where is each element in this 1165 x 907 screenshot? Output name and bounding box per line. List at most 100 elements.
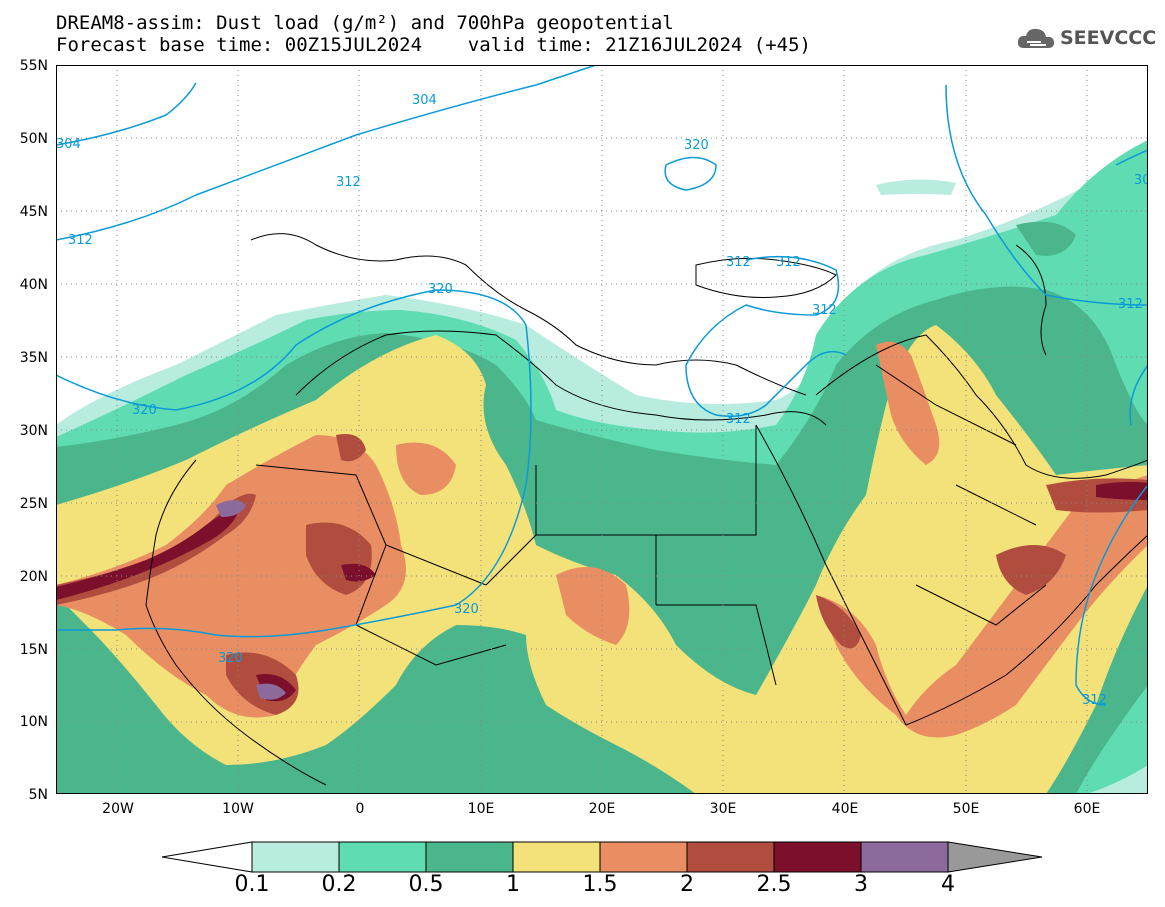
lat-label: 50N: [19, 131, 48, 147]
seevccc-logo: SEEVCCC: [1016, 24, 1156, 52]
cloud-icon: [1017, 28, 1054, 48]
contour-label: 312: [726, 412, 751, 427]
colorbar-swatch-1.5: [599, 841, 688, 873]
contour-312: [56, 65, 597, 241]
lat-label: 40N: [19, 277, 48, 293]
colorbar-label: 3: [854, 872, 868, 897]
contour-label: 320: [684, 138, 709, 153]
colorbar: [161, 841, 1043, 873]
dust-level-2.5-area: [1096, 481, 1148, 500]
contour-label: 312: [336, 175, 361, 190]
lon-label: 60E: [1073, 801, 1101, 817]
coastline-north-africa: [295, 330, 827, 426]
lon-label: 10W: [222, 801, 254, 817]
colorbar-swatch-0.1: [251, 841, 340, 873]
contour-label: 312: [812, 303, 837, 318]
dust-level-3-area: [216, 500, 246, 517]
dust-level-2-area: [816, 595, 861, 649]
coastline-black-sea: [695, 257, 837, 298]
lat-label: 20N: [19, 569, 48, 585]
coastline-red-sea: [755, 424, 907, 726]
geopotential-contours: [56, 65, 1148, 706]
dust-level-0.1-area: [876, 179, 956, 195]
contour-320-carpathians: [664, 156, 717, 191]
lon-label: 50E: [952, 801, 980, 817]
dust-level-3-area: [256, 683, 286, 700]
colorbar-swatch-2.5: [773, 841, 862, 873]
colorbar-over-arrow: [947, 841, 1043, 873]
lat-label: 25N: [19, 496, 48, 512]
colorbar-label: 1.5: [582, 872, 618, 897]
contour-label: 312: [776, 255, 801, 270]
contour-label: 312: [68, 233, 93, 248]
contour-304: [56, 82, 197, 146]
coastline-west-africa: [145, 459, 327, 786]
contour-label: 304: [56, 137, 81, 152]
contour-label: 304: [412, 93, 437, 108]
contour-label: 320: [218, 651, 243, 666]
contour-320: [56, 289, 532, 638]
lat-label: 30N: [19, 423, 48, 439]
colorbar-swatch-1: [512, 841, 601, 873]
colorbar-label: 2: [680, 872, 694, 897]
colorbar-label: 1: [506, 872, 520, 897]
contour-label: 312: [1118, 297, 1143, 312]
colorbar-label: 0.1: [234, 872, 270, 897]
dust-level-1.5-area: [816, 475, 1148, 738]
contour-312-turkey: [685, 255, 847, 417]
dust-load-map: 304 304 312 312 320 312 312 312 320 320 …: [56, 65, 1148, 794]
lat-label: 55N: [19, 58, 48, 74]
dust-level-2-area: [996, 545, 1066, 595]
coastline-arabia-south: [905, 534, 1148, 726]
country-borders: [145, 233, 1148, 786]
lat-label: 15N: [19, 642, 48, 658]
graticule: [56, 65, 1148, 794]
border-line: [875, 364, 1047, 626]
dust-level-1-area: [772, 717, 850, 794]
forecast-times: Forecast base time: 00Z15JUL2024 valid t…: [56, 34, 811, 56]
map-canvas: [56, 65, 1148, 794]
lat-label: 45N: [19, 204, 48, 220]
colorbar-label: 0.2: [321, 872, 357, 897]
contour-312-arabian-sea: [1075, 484, 1148, 706]
colorbar-under-arrow: [161, 841, 253, 873]
dust-level-1.5-area: [876, 341, 940, 465]
contour-label: 320: [428, 282, 453, 297]
contour-label: 312: [1082, 693, 1107, 708]
logo-text: SEEVCCC: [1060, 27, 1157, 49]
dust-level-0.5-area: [1016, 221, 1076, 256]
lon-label: 20W: [102, 801, 134, 817]
lat-label: 35N: [19, 350, 48, 366]
contour-label: 320: [454, 602, 479, 617]
dust-level-2.5-area: [341, 563, 376, 582]
colorbar-swatch-0.2: [338, 841, 427, 873]
dust-shading: [56, 140, 1148, 794]
coastline-europe: [250, 233, 807, 396]
lon-label: 30E: [709, 801, 737, 817]
colorbar-swatch-3: [860, 841, 949, 873]
colorbar-label: 4: [941, 872, 955, 897]
contour-312-asia: [945, 84, 1148, 306]
contour-304-east: [1115, 149, 1148, 166]
colorbar-label: 2.5: [756, 872, 792, 897]
contour-label: 30: [1134, 173, 1148, 188]
dust-level-1.5-area: [396, 442, 456, 495]
lon-label: 40E: [831, 801, 859, 817]
colorbar-swatch-2: [686, 841, 775, 873]
lon-label: 10E: [467, 801, 495, 817]
border-line: [255, 425, 777, 686]
map-title: DREAM8-assim: Dust load (g/m²) and 700hP…: [56, 12, 674, 34]
colorbar-label: 0.5: [408, 872, 444, 897]
dust-level-2.5-area: [56, 505, 241, 600]
contour-label: 312: [726, 255, 751, 270]
lon-label: 0: [355, 801, 365, 817]
lat-label: 5N: [28, 787, 48, 803]
colorbar-swatch-0.5: [425, 841, 514, 873]
contour-312-east: [1129, 364, 1148, 426]
lon-label: 20E: [588, 801, 616, 817]
contour-label: 320: [132, 403, 157, 418]
dust-level-1.5-area: [556, 567, 630, 645]
lat-label: 10N: [19, 714, 48, 730]
coastline-arabia: [815, 334, 1148, 479]
coastline-caspian: [1015, 244, 1047, 356]
